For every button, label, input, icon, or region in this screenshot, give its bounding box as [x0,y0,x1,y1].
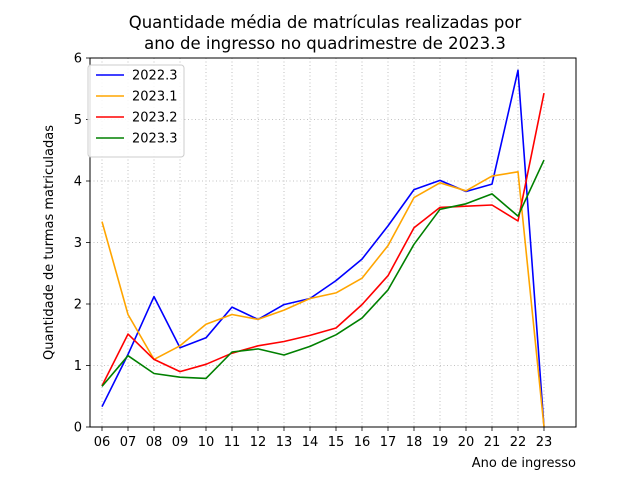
y-tick-label: 4 [74,175,82,190]
x-tick-label: 18 [406,435,423,450]
x-tick-label: 22 [510,435,527,450]
x-tick-label: 08 [146,435,163,450]
series-line-2023-1 [101,171,545,428]
y-tick-label: 1 [74,359,82,374]
x-tick-label: 17 [380,435,397,450]
y-axis-label: Quantidade de turmas matriculadas [42,125,57,360]
x-tick-label: 07 [120,435,137,450]
x-tick-label: 23 [536,435,553,450]
series-lines [101,69,545,428]
series-line-2022-3 [101,69,545,428]
x-tick-label: 19 [432,435,449,450]
legend-box [87,64,185,158]
x-tick-label: 12 [250,435,267,450]
y-tick-label: 3 [74,236,82,251]
x-tick-label: 11 [224,435,241,450]
series-line-2023-3 [101,159,545,387]
x-tick-label: 09 [172,435,189,450]
x-tick-label: 20 [458,435,475,450]
y-tick-label: 0 [74,421,82,436]
x-tick-label: 13 [276,435,293,450]
legend-label: 2022.3 [132,69,178,84]
x-tick-label: 10 [198,435,215,450]
legend: 2022.3 2023.1 2023.2 2023.3 [87,64,185,158]
chart-title-line-1: Quantidade média de matrículas realizada… [129,13,522,32]
y-tick-label: 5 [74,113,82,128]
x-tick-label: 14 [302,435,319,450]
series-line-2023-2 [101,92,545,387]
x-axis-label: Ano de ingresso [472,456,576,471]
chart-title-line-2: ano de ingresso no quadrimestre de 2023.… [144,34,506,53]
y-tick-label: 6 [74,52,82,67]
legend-label: 2023.1 [132,90,178,105]
x-tick-label: 16 [354,435,371,450]
x-tick-label: 06 [94,435,111,450]
y-tick-label: 2 [74,298,82,313]
legend-label: 2023.3 [132,132,178,147]
axis-ticks: 06 07 08 09 10 11 12 13 14 15 16 17 18 19 20 21 22 230123… [74,52,553,451]
x-tick-label: 15 [328,435,345,450]
legend-label: 2023.2 [132,111,178,126]
plot-frame [89,57,577,428]
x-tick-label: 21 [484,435,501,450]
